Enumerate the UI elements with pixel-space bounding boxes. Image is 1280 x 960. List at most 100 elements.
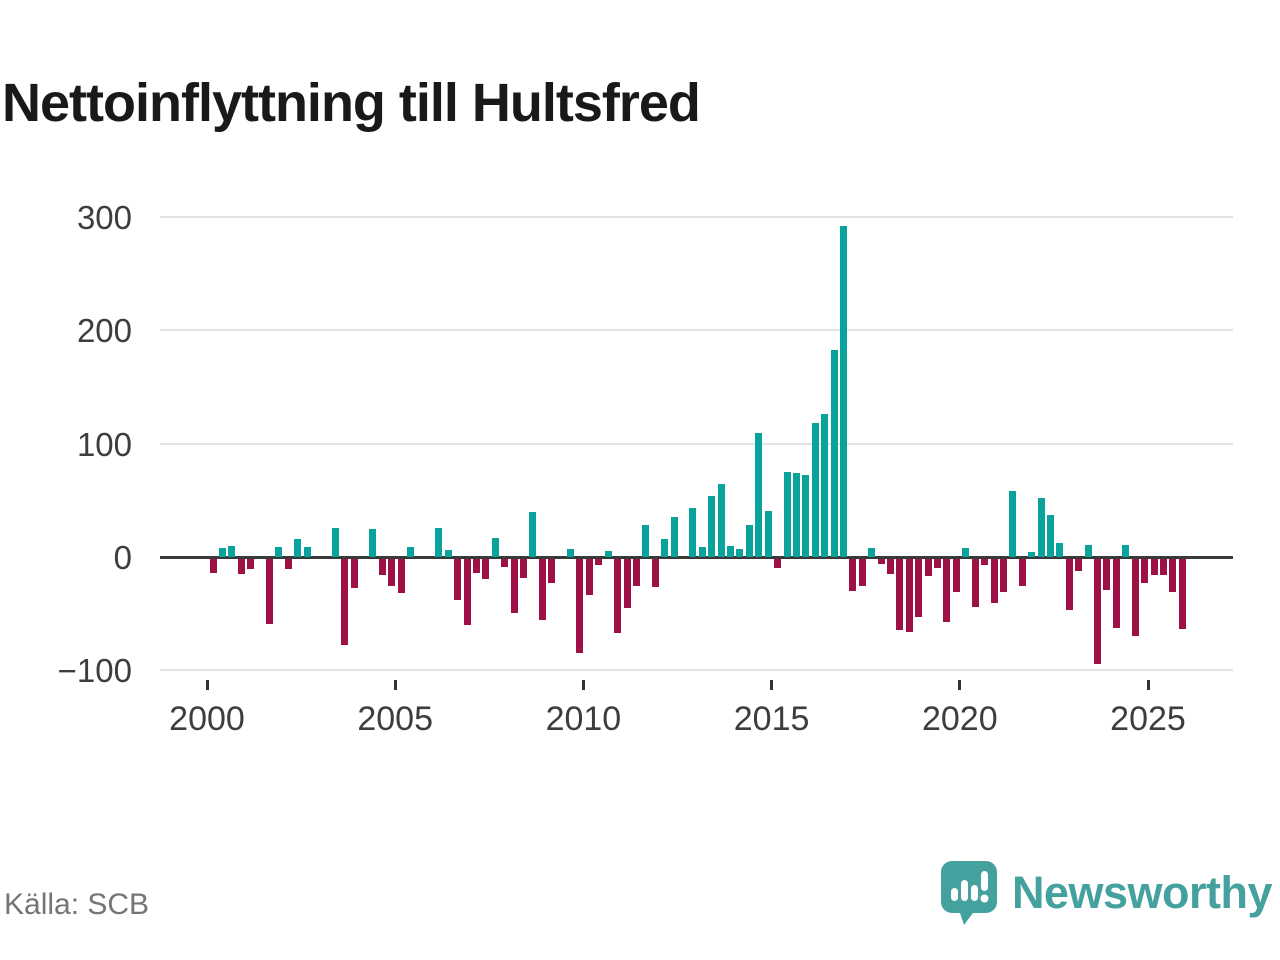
bar <box>548 559 556 583</box>
bar <box>830 349 838 557</box>
newsworthy-logo: Newsworthy <box>940 860 1273 926</box>
bar <box>275 546 283 557</box>
x-axis-label: 2015 <box>733 700 810 738</box>
bar <box>727 545 735 557</box>
bar <box>1084 544 1092 557</box>
x-axis-label: 2025 <box>1110 700 1186 738</box>
zero-axis-line <box>160 555 1233 559</box>
bar <box>520 559 528 579</box>
bar <box>642 525 650 557</box>
bar <box>529 511 537 557</box>
bar <box>1178 559 1186 630</box>
bar <box>1065 559 1073 610</box>
bar <box>1046 515 1054 557</box>
bar <box>454 559 462 600</box>
bar <box>331 527 339 557</box>
bar <box>567 549 575 557</box>
bar <box>868 547 876 557</box>
bar <box>924 559 932 576</box>
bar <box>1103 559 1111 590</box>
bar <box>887 559 895 574</box>
x-axis-label: 2005 <box>357 700 433 738</box>
bar <box>1018 559 1026 587</box>
bar <box>745 525 753 557</box>
bar <box>952 559 960 592</box>
y-axis-label: −100 <box>57 652 132 690</box>
y-axis-label: 100 <box>76 425 132 463</box>
bar <box>915 559 923 617</box>
bar <box>435 527 443 557</box>
bar <box>821 414 829 557</box>
speech-bubble-bar-chart-icon <box>940 860 998 926</box>
bar <box>896 559 904 631</box>
source-note: Källa: SCB <box>4 888 150 921</box>
bar <box>510 559 518 614</box>
bar <box>247 559 255 570</box>
bar <box>717 484 725 557</box>
logo-wordmark: Newsworthy <box>1011 867 1273 918</box>
bar <box>1122 544 1130 557</box>
bar <box>755 433 763 557</box>
gridline-100 <box>160 442 1233 445</box>
bar <box>943 559 951 623</box>
bar <box>472 559 480 573</box>
x-axis-tick <box>958 680 962 690</box>
bar <box>651 559 659 588</box>
bar <box>1028 552 1036 557</box>
bar <box>585 559 593 596</box>
bar <box>228 545 236 557</box>
bar <box>1131 559 1139 637</box>
bar <box>397 559 405 593</box>
bar <box>1150 559 1158 575</box>
y-axis-label: 300 <box>76 199 132 236</box>
bar <box>981 559 989 565</box>
gridline-200 <box>160 329 1233 332</box>
bar <box>501 559 509 567</box>
bar <box>708 495 716 557</box>
bar <box>388 559 396 587</box>
bar <box>849 559 857 591</box>
bar <box>1009 491 1017 557</box>
bar <box>783 472 791 557</box>
bar <box>999 559 1007 592</box>
bar <box>444 550 452 557</box>
y-axis-label: 200 <box>76 312 132 350</box>
bar <box>877 559 885 564</box>
bar <box>1094 559 1102 665</box>
bar <box>839 226 847 557</box>
bar <box>595 559 603 565</box>
bar <box>369 528 377 557</box>
bar <box>698 546 706 557</box>
bar <box>538 559 546 621</box>
bar <box>764 510 772 557</box>
bar <box>792 473 800 557</box>
x-axis-tick <box>393 680 397 690</box>
bar <box>265 559 273 624</box>
bar <box>482 559 490 580</box>
bar <box>962 547 970 557</box>
bar <box>990 559 998 604</box>
bar <box>670 517 678 557</box>
y-axis-label: 0 <box>113 539 132 576</box>
x-axis-label: 2020 <box>921 700 998 738</box>
bar <box>736 549 744 557</box>
x-axis-tick <box>1146 680 1150 690</box>
bar <box>811 423 819 557</box>
x-axis-tick <box>770 680 774 690</box>
x-axis-tick <box>581 680 585 690</box>
bar <box>661 538 669 557</box>
bar <box>378 559 386 575</box>
bar <box>209 559 217 573</box>
bar <box>1112 559 1120 629</box>
bar <box>632 559 640 587</box>
bar <box>689 508 697 557</box>
gridline-300 <box>160 216 1233 218</box>
x-axis-label: 2010 <box>545 700 622 738</box>
bar <box>934 559 942 569</box>
bar <box>1075 559 1083 572</box>
bar <box>1037 498 1045 557</box>
bar <box>774 559 782 569</box>
bar <box>604 551 612 557</box>
chart-title: Nettoinflyttning till Hultsfred <box>2 73 701 134</box>
